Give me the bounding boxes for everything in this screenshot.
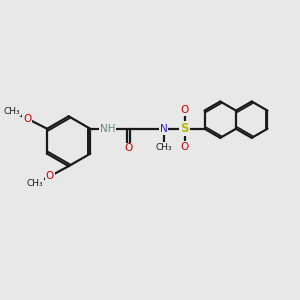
Text: CH₃: CH₃ [27,179,44,188]
Text: NH: NH [100,124,115,134]
Text: O: O [23,114,31,124]
Text: CH₃: CH₃ [4,107,20,116]
Text: N: N [160,124,167,134]
Text: O: O [124,143,133,153]
Text: O: O [46,171,54,181]
Text: S: S [180,122,189,135]
Text: O: O [181,105,189,115]
Text: CH₃: CH₃ [155,143,172,152]
Text: O: O [181,142,189,152]
